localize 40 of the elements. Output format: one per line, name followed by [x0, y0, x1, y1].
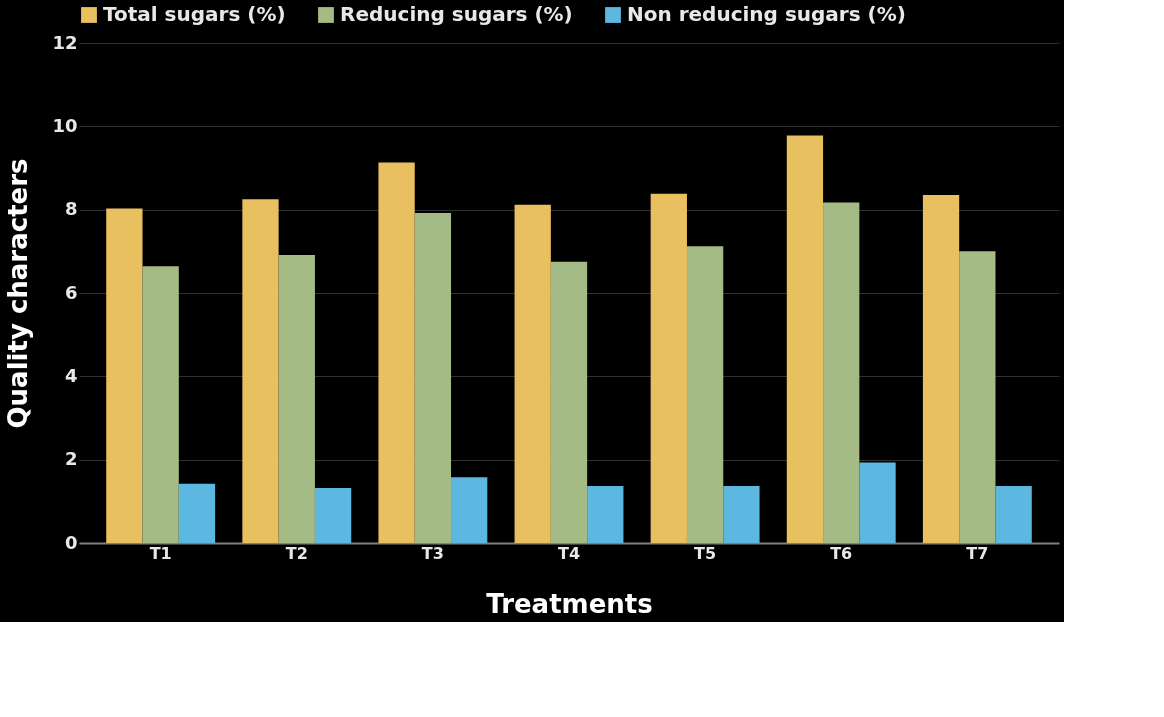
- y-tick-label: 2: [64, 448, 78, 470]
- x-tick-label: T5: [694, 543, 717, 563]
- x-tick-label: T2: [285, 543, 308, 563]
- bar: [650, 193, 687, 543]
- y-tick-label: 10: [52, 114, 78, 136]
- x-tick-label: T3: [421, 543, 444, 563]
- bar: [378, 162, 415, 543]
- y-tick-label: 6: [64, 281, 78, 303]
- bar: [823, 202, 860, 543]
- bar: [550, 261, 588, 543]
- legend-label: Reducing sugars (%): [340, 2, 573, 26]
- bar: [959, 251, 996, 543]
- bar: [514, 204, 551, 543]
- y-tick-label: 8: [64, 198, 78, 220]
- bar: [106, 208, 143, 543]
- legend-label: Total sugars (%): [103, 2, 286, 26]
- x-tick-label: T7: [966, 543, 989, 563]
- bar: [414, 213, 452, 543]
- x-tick-label: T6: [830, 543, 853, 563]
- y-tick-label: 12: [52, 31, 78, 53]
- bar: [859, 462, 896, 543]
- x-tick-label: T1: [149, 543, 172, 563]
- legend-label: Non reducing sugars (%): [627, 2, 906, 26]
- x-axis-title: Treatments: [486, 588, 653, 619]
- bar: [242, 199, 279, 543]
- y-axis-title: Quality characters: [3, 158, 34, 429]
- bar: [922, 195, 960, 543]
- bar: [178, 483, 216, 543]
- bar: [142, 266, 179, 543]
- bar: [278, 255, 315, 543]
- bar: [723, 485, 760, 543]
- y-tick-label: 0: [64, 531, 78, 553]
- bar: [451, 477, 488, 543]
- bar: [686, 246, 724, 543]
- bar: [314, 488, 352, 543]
- bar: [786, 135, 824, 543]
- y-tick-label: 4: [64, 364, 78, 386]
- x-tick-label: T4: [557, 543, 581, 563]
- bar: [587, 485, 624, 543]
- bar: [995, 485, 1032, 543]
